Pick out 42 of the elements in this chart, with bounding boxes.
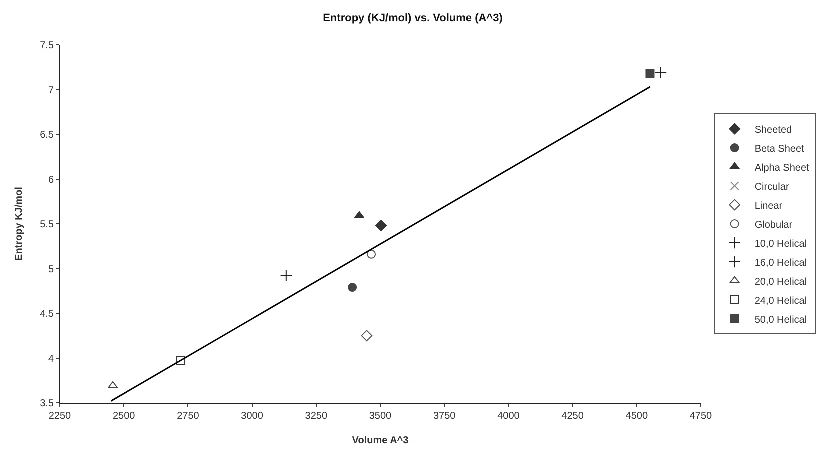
y-tick-label: 5.5 [40, 220, 54, 230]
y-tick-label: 4 [48, 354, 54, 365]
x-tick-label: 2750 [177, 411, 200, 422]
point [367, 250, 376, 259]
legend-label: Globular [754, 220, 794, 231]
point [176, 356, 186, 366]
legend-label: Linear [754, 200, 784, 212]
x-tick-label: 4000 [498, 411, 520, 422]
x-axis-title: Volume A^3 [352, 436, 410, 446]
legend-label: 24,0 Helical [754, 296, 808, 307]
y-tick-label: 3.5 [40, 398, 54, 410]
legend-label: Circular [754, 182, 790, 193]
y-tick-label: 4.5 [40, 309, 54, 320]
legend-label: Beta Sheet [754, 144, 805, 155]
point [280, 270, 292, 282]
y-tick-label: 6 [48, 174, 54, 186]
x-tick-label: 4250 [562, 411, 584, 422]
chart-title: Entropy (KJ/mol) vs. Volume (A^3) [323, 12, 504, 24]
x-tick-label: 3000 [241, 411, 264, 422]
point [376, 220, 387, 232]
y-axis-title: Entropy KJ/mol [14, 186, 26, 261]
point [348, 283, 358, 292]
y-tick-label: 6.5 [40, 130, 54, 141]
y-tick-label: 7.5 [40, 40, 54, 52]
point [654, 66, 668, 79]
y-tick-label: 5 [48, 264, 54, 276]
x-tick-label: 3250 [305, 411, 328, 422]
legend-label: 16,0 Helical [754, 258, 808, 269]
x-tick-label: 4500 [626, 411, 648, 422]
point [361, 330, 373, 342]
legend-label: Sheeted [754, 124, 792, 136]
legend-label: Alpha Sheet [754, 162, 810, 174]
point [646, 69, 655, 78]
y-tick-label: 7 [48, 85, 54, 96]
legend-label: 10,0 Helical [754, 238, 808, 250]
legend-label: 50,0 Helical [754, 314, 808, 326]
x-tick-label: 3500 [369, 411, 392, 422]
x-tick-label: 4750 [690, 411, 713, 422]
x-tick-label: 2250 [48, 411, 72, 422]
x-tick-label: 3750 [433, 411, 456, 422]
x-tick-label: 2500 [112, 411, 136, 422]
legend-label: 20,0 Helical [754, 276, 808, 288]
